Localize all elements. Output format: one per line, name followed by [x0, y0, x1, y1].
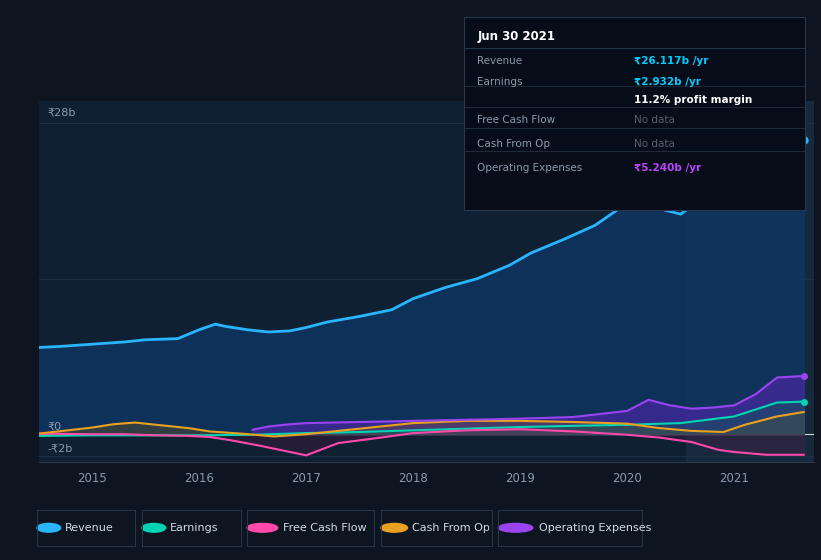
- Text: ₹5.240b /yr: ₹5.240b /yr: [635, 162, 701, 172]
- Text: No data: No data: [635, 115, 675, 125]
- Text: Earnings: Earnings: [170, 523, 218, 533]
- Text: Free Cash Flow: Free Cash Flow: [282, 523, 366, 533]
- Text: Earnings: Earnings: [478, 77, 523, 87]
- Text: No data: No data: [635, 138, 675, 148]
- Text: Free Cash Flow: Free Cash Flow: [478, 115, 556, 125]
- Text: Cash From Op: Cash From Op: [478, 138, 551, 148]
- Text: Revenue: Revenue: [65, 523, 113, 533]
- Text: Cash From Op: Cash From Op: [412, 523, 490, 533]
- Circle shape: [498, 524, 533, 532]
- Text: Jun 30 2021: Jun 30 2021: [478, 30, 556, 43]
- Text: Operating Expenses: Operating Expenses: [478, 162, 583, 172]
- Text: -₹2b: -₹2b: [47, 444, 72, 454]
- Text: ₹2.932b /yr: ₹2.932b /yr: [635, 77, 701, 87]
- Circle shape: [247, 524, 277, 532]
- Text: Operating Expenses: Operating Expenses: [539, 523, 651, 533]
- Text: Revenue: Revenue: [478, 57, 523, 67]
- Bar: [686, 101, 814, 462]
- Text: 11.2% profit margin: 11.2% profit margin: [635, 95, 753, 105]
- Circle shape: [37, 524, 61, 532]
- Text: ₹28b: ₹28b: [47, 108, 76, 118]
- Text: ₹0: ₹0: [47, 422, 62, 431]
- Circle shape: [142, 524, 166, 532]
- Text: ₹26.117b /yr: ₹26.117b /yr: [635, 57, 709, 67]
- Circle shape: [381, 524, 407, 532]
